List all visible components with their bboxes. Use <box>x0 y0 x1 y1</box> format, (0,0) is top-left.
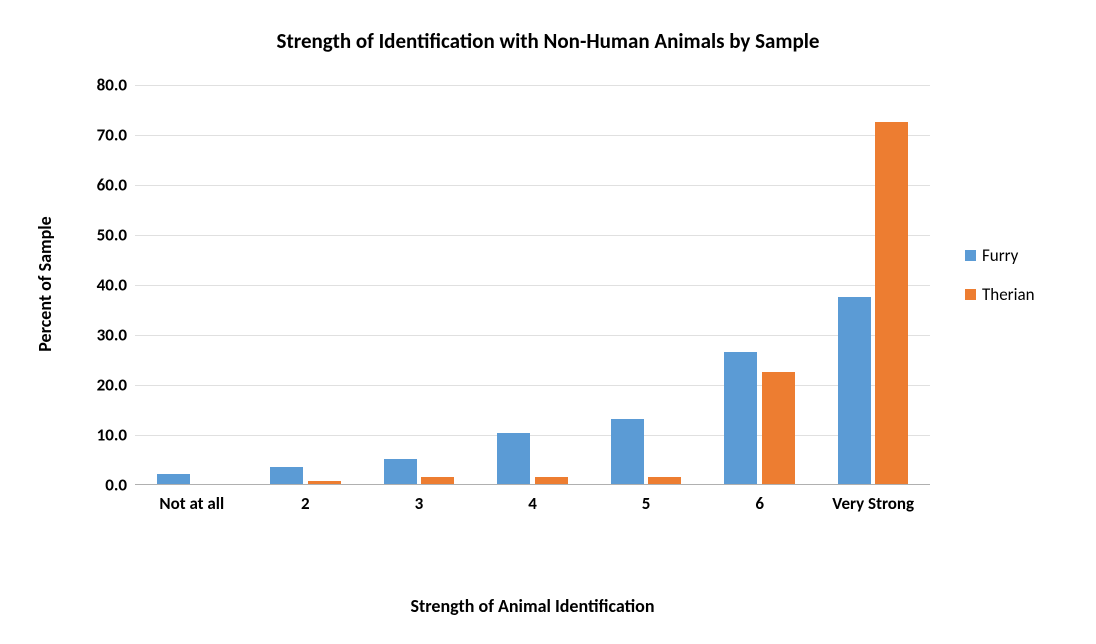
legend-label: Therian <box>982 284 1035 305</box>
y-tick-label: 40.0 <box>97 275 135 296</box>
y-tick-label: 60.0 <box>97 175 135 196</box>
bar-chart: Strength of Identification with Non-Huma… <box>0 0 1096 644</box>
y-tick-label: 50.0 <box>97 225 135 246</box>
x-axis-label: Strength of Animal Identification <box>135 595 930 617</box>
y-tick-label: 20.0 <box>97 375 135 396</box>
y-axis-label: Percent of Sample <box>34 184 56 384</box>
bar-therian <box>421 477 454 485</box>
gridline <box>135 185 930 186</box>
x-tick-label: 4 <box>471 484 595 514</box>
x-tick-label: Not at all <box>130 484 254 514</box>
bar-therian <box>648 477 681 485</box>
legend-swatch <box>965 250 976 261</box>
x-tick-label: 3 <box>357 484 481 514</box>
gridline <box>135 335 930 336</box>
bar-furry <box>497 433 530 484</box>
bar-furry <box>838 297 871 485</box>
bar-furry <box>157 474 190 484</box>
bar-furry <box>611 419 644 484</box>
y-tick-label: 10.0 <box>97 425 135 446</box>
x-tick-label: 6 <box>698 484 822 514</box>
gridline <box>135 85 930 86</box>
y-tick-label: 30.0 <box>97 325 135 346</box>
x-tick-label: 5 <box>584 484 708 514</box>
gridline <box>135 435 930 436</box>
bar-therian <box>535 477 568 485</box>
legend-item-furry: Furry <box>965 245 1035 266</box>
bar-furry <box>270 467 303 485</box>
y-tick-label: 80.0 <box>97 75 135 96</box>
bar-furry <box>724 352 757 485</box>
chart-title: Strength of Identification with Non-Huma… <box>0 28 1096 54</box>
gridline <box>135 135 930 136</box>
x-tick-label: 2 <box>244 484 368 514</box>
legend-swatch <box>965 289 976 300</box>
plot-area: 0.010.020.030.040.050.060.070.080.0Not a… <box>135 85 930 485</box>
bar-therian <box>762 372 795 485</box>
bar-therian <box>875 122 908 485</box>
bar-furry <box>384 459 417 484</box>
legend: Furry Therian <box>965 245 1035 323</box>
gridline <box>135 285 930 286</box>
y-tick-label: 70.0 <box>97 125 135 146</box>
x-tick-label: Very Strong <box>811 484 935 514</box>
legend-item-therian: Therian <box>965 284 1035 305</box>
legend-label: Furry <box>982 245 1018 266</box>
gridline <box>135 235 930 236</box>
gridline <box>135 385 930 386</box>
